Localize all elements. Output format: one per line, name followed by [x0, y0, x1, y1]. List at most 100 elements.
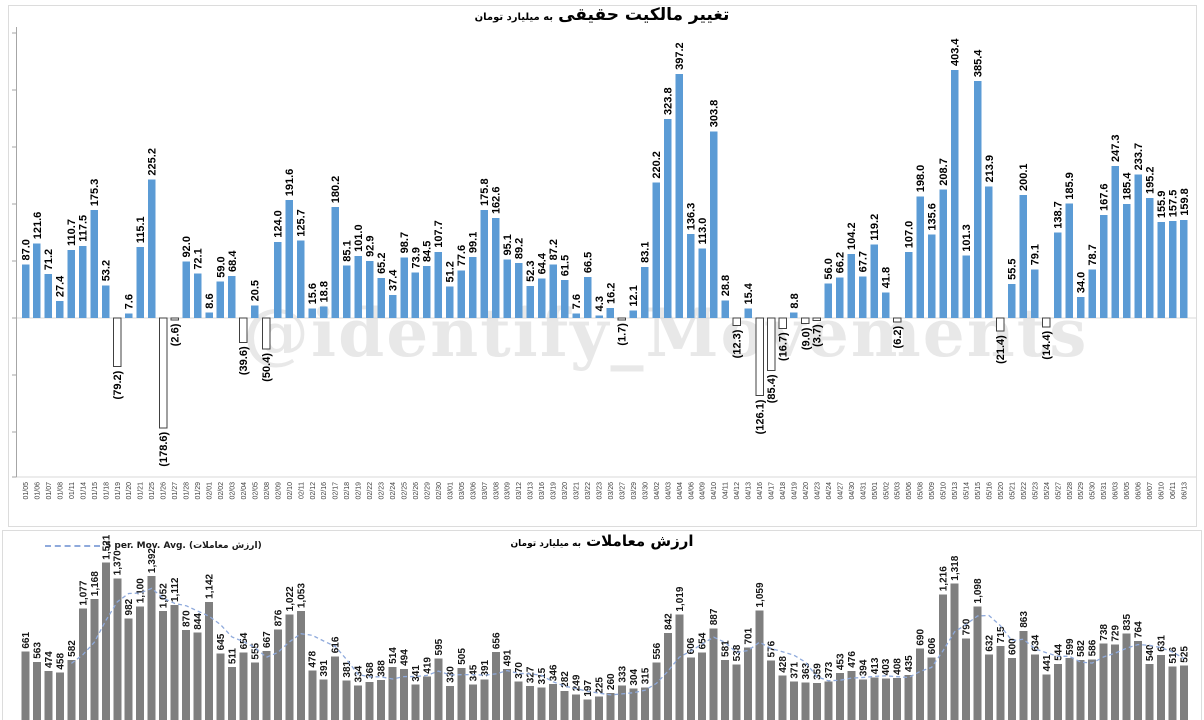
value-label: 195.2: [1144, 166, 1156, 194]
value-label: 631: [1157, 635, 1168, 652]
value-label: 1,392: [147, 548, 158, 573]
bar: [687, 234, 695, 318]
bar: [1088, 269, 1096, 318]
value-label: 661: [21, 632, 32, 649]
value-label: (6.2): [892, 325, 904, 348]
bar: [262, 651, 271, 720]
bar: [446, 286, 454, 318]
value-label: 83.1: [640, 241, 652, 262]
value-label: 729: [1111, 624, 1122, 641]
value-label: 391: [480, 659, 491, 676]
date-label: 06/05: [1124, 482, 1131, 500]
bar: [21, 651, 30, 720]
date-label: 06/11: [1170, 482, 1177, 499]
value-label: 419: [422, 657, 433, 674]
value-label: 586: [1088, 639, 1099, 656]
value-label: 391: [319, 659, 330, 676]
bar: [859, 276, 867, 318]
bar: [411, 684, 420, 720]
value-label: 66.2: [835, 252, 847, 273]
bar: [973, 81, 982, 318]
date-label: 05/09: [929, 482, 936, 500]
value-label: 656: [491, 632, 502, 649]
bar: [514, 263, 523, 318]
value-label: 92.9: [364, 235, 376, 256]
value-label: 101.3: [961, 224, 973, 252]
value-label: 870: [182, 610, 193, 627]
date-label: 02/02: [218, 482, 225, 500]
bar: [285, 200, 294, 318]
date-label: 03/09: [505, 482, 512, 500]
value-label: 458: [55, 653, 66, 670]
bar: [595, 315, 603, 318]
value-label: 413: [870, 657, 881, 674]
date-label: 03/26: [608, 482, 615, 500]
bar: [549, 264, 557, 318]
negative-bar: [732, 317, 741, 327]
bar: [950, 70, 959, 318]
bar: [113, 578, 122, 720]
negative-bar: [812, 317, 822, 321]
value-label: (21.4): [995, 335, 1007, 364]
bar: [904, 675, 913, 720]
value-label: 1,521: [101, 534, 112, 559]
bar: [1065, 203, 1074, 318]
moving-average-legend: 5 per. Mov. Avg. (ارزش معاملات): [45, 541, 262, 551]
value-label: 225.2: [146, 148, 158, 176]
bar: [90, 599, 99, 720]
bar: [216, 653, 225, 720]
bar: [21, 264, 30, 318]
negative-bar: [158, 317, 168, 429]
bar: [916, 196, 924, 318]
value-label: 16.2: [605, 283, 617, 304]
date-label: 05/29: [1078, 482, 1085, 500]
bar: [927, 234, 936, 318]
value-label: 121.6: [32, 212, 44, 240]
value-label: 1,216: [939, 566, 950, 591]
bar: [205, 312, 213, 318]
value-label: 654: [239, 632, 250, 649]
value-label: 540: [1145, 644, 1156, 661]
value-label: 55.5: [1007, 258, 1019, 279]
bar: [56, 301, 64, 318]
negative-bar: [755, 317, 764, 397]
bar: [824, 283, 833, 318]
value-label: 41.8: [881, 267, 893, 288]
bar: [205, 601, 214, 720]
value-label: 225: [595, 677, 606, 694]
bar: [423, 266, 431, 318]
date-label: 03/05: [459, 482, 466, 500]
date-label: 05/02: [883, 482, 890, 500]
date-label: 04/03: [665, 482, 672, 500]
value-label: 1,019: [675, 586, 686, 611]
value-label: 28.8: [720, 275, 732, 296]
bar: [652, 662, 661, 720]
negative-bar: [262, 317, 271, 350]
value-label: 73.9: [410, 247, 422, 268]
bar: [836, 277, 844, 318]
value-label: 645: [216, 633, 227, 650]
value-label: (79.2): [112, 370, 124, 399]
date-label: 04/30: [849, 482, 856, 500]
negative-bar: [996, 317, 1005, 332]
bar: [377, 679, 386, 720]
value-label: 1,077: [78, 580, 89, 605]
date-label: 06/07: [1147, 482, 1154, 500]
date-label: 04/19: [791, 482, 798, 500]
date-label: 01/27: [172, 482, 179, 500]
date-label: 02/29: [424, 482, 431, 500]
value-label: 333: [617, 665, 628, 682]
date-label: 05/21: [1009, 482, 1016, 500]
bar: [468, 684, 477, 720]
bar: [434, 251, 443, 318]
date-label: 01/25: [149, 482, 156, 500]
bar: [721, 659, 730, 720]
value-label: 59.0: [215, 256, 227, 277]
bar: [1157, 654, 1166, 720]
bar: [492, 218, 500, 318]
value-label: 303.8: [709, 100, 721, 128]
bar: [1099, 214, 1108, 318]
bar: [686, 657, 695, 720]
value-label: 582: [67, 640, 78, 657]
bar: [78, 608, 87, 720]
